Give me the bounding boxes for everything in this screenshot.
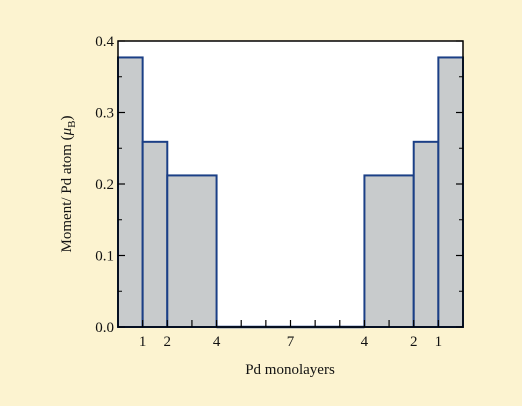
x-axis-label: Pd monolayers [245,362,335,378]
bar [412,140,440,328]
y-tick-label: 0.4 [95,34,114,50]
y-axis-label-mu: μ [59,127,75,136]
x-tick-label: 2 [164,334,172,350]
y-axis-label-main: Moment/ Pd atom ( [59,135,75,252]
y-axis-label-sub: B [66,121,78,128]
x-tick-label: 1 [435,334,443,350]
y-tick-label: 0.3 [95,106,114,122]
x-tick-label: 4 [213,334,221,350]
x-tick-label: 2 [410,334,418,350]
ticks [118,40,463,328]
x-tick-label: 7 [287,334,295,350]
y-tick-label: 0.1 [95,249,114,265]
bar [141,140,169,328]
y-tick-label: 0.2 [95,177,114,193]
tick-labels: 0.0 0.1 0.2 0.3 0.4 1 2 4 7 4 2 1 [95,34,442,350]
bar [363,174,415,328]
bar [437,56,465,328]
y-axis-label-close: ) [59,116,75,121]
x-tick-label: 4 [361,334,369,350]
y-tick-label: 0.0 [95,320,114,336]
y-axis-label: Moment/ Pd atom (μB) [59,116,78,253]
bars [117,56,465,329]
bar [166,174,218,328]
bar [117,56,144,328]
x-tick-label: 1 [139,334,147,350]
